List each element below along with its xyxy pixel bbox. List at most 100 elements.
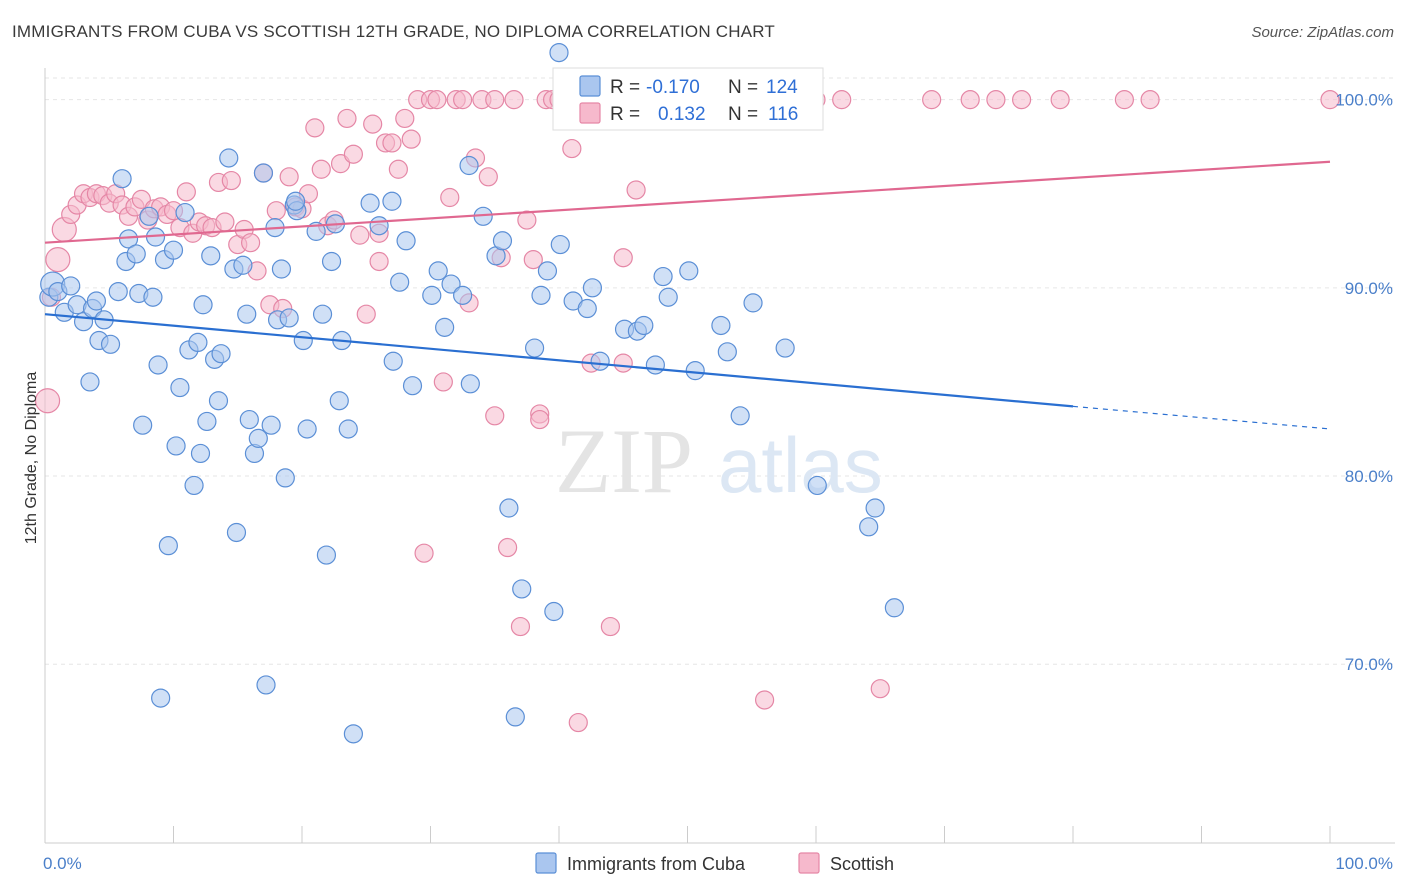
scottish-point-76 bbox=[523, 250, 543, 270]
cuba-point-9 bbox=[86, 291, 107, 311]
scottish-point-88 bbox=[613, 248, 633, 268]
scottish-point-83 bbox=[568, 712, 588, 733]
cuba-point-28 bbox=[166, 436, 186, 456]
scottish-point-54 bbox=[382, 133, 402, 153]
scottish-point-69 bbox=[478, 167, 498, 187]
y-tick-labels: 70.0% 80.0% 90.0% 100.0% bbox=[1335, 91, 1393, 675]
scottish-point-48 bbox=[343, 144, 363, 164]
cuba-point-33 bbox=[188, 332, 208, 353]
x-tick-marks bbox=[44, 826, 1331, 843]
cuba-point-26 bbox=[158, 536, 178, 556]
cuba-point-17 bbox=[126, 244, 146, 264]
cuba-point-41 bbox=[219, 148, 239, 168]
scottish-point-51 bbox=[363, 114, 383, 134]
cuba-point-113 bbox=[549, 42, 569, 63]
cuba-point-85 bbox=[505, 707, 525, 727]
cuba-point-35 bbox=[193, 295, 213, 315]
scottish-point-104 bbox=[922, 90, 942, 110]
cuba-point-103 bbox=[685, 361, 705, 381]
axes bbox=[44, 68, 1395, 844]
cuba-point-84 bbox=[499, 498, 519, 518]
scottish-point-73 bbox=[504, 90, 524, 110]
legend-r-label-scottish: R = bbox=[610, 104, 640, 125]
scottish-point-114 bbox=[613, 353, 633, 373]
trend-line-cuba-extension bbox=[1072, 405, 1331, 430]
cuba-point-101 bbox=[658, 287, 678, 307]
scottish-point-70 bbox=[485, 90, 505, 110]
cuba-point-40 bbox=[211, 344, 231, 364]
cuba-point-108 bbox=[775, 338, 795, 358]
scottish-point-55 bbox=[388, 159, 408, 179]
legend-box: R = -0.170 N = 124 R = 0.132 N = 116 bbox=[552, 67, 824, 131]
chart-title: IMMIGRANTS FROM CUBA VS SCOTTISH 12TH GR… bbox=[12, 22, 776, 41]
scottish-point-32 bbox=[241, 233, 261, 253]
cuba-point-117 bbox=[459, 155, 479, 176]
cuba-point-60 bbox=[297, 419, 317, 439]
bottom-legend-swatch-cuba bbox=[535, 852, 557, 874]
legend-swatch-cuba bbox=[579, 75, 601, 97]
legend-n-label-cuba: N = bbox=[728, 77, 758, 98]
cuba-point-91 bbox=[550, 234, 570, 255]
cuba-point-88 bbox=[531, 285, 551, 305]
cuba-point-45 bbox=[237, 304, 257, 324]
cuba-point-78 bbox=[441, 274, 461, 294]
scottish-point-15 bbox=[131, 189, 151, 209]
scottish-point-110 bbox=[1140, 90, 1160, 110]
legend-swatch-scottish bbox=[579, 102, 601, 124]
legend-r-label-cuba: R = bbox=[610, 77, 640, 98]
cuba-point-74 bbox=[402, 376, 423, 396]
scottish-point-103 bbox=[870, 679, 890, 699]
cuba-point-19 bbox=[133, 415, 153, 435]
scottish-point-89 bbox=[626, 180, 646, 200]
legend-n-value-scottish: 116 bbox=[768, 104, 798, 125]
cuba-point-43 bbox=[226, 522, 247, 543]
cuba-point-27 bbox=[163, 240, 184, 260]
trend-lines bbox=[44, 160, 1331, 430]
scottish-point-87 bbox=[600, 616, 621, 637]
cuba-point-73 bbox=[396, 231, 416, 251]
cuba-point-99 bbox=[645, 355, 665, 375]
cuba-point-79 bbox=[453, 285, 473, 305]
cuba-point-83 bbox=[492, 231, 513, 251]
cuba-point-95 bbox=[590, 351, 610, 371]
scottish-point-59 bbox=[414, 543, 434, 563]
grid-lines bbox=[45, 77, 1395, 665]
cuba-point-112 bbox=[884, 598, 904, 618]
bottom-legend-swatch-scottish bbox=[798, 852, 820, 874]
cuba-point-49 bbox=[253, 163, 274, 183]
watermark-zip: ZIP bbox=[555, 410, 693, 512]
cuba-point-116 bbox=[382, 191, 402, 211]
cuba-point-114 bbox=[285, 191, 306, 211]
cuba-point-55 bbox=[275, 468, 295, 488]
cuba-point-69 bbox=[343, 724, 363, 744]
scottish-point-0 bbox=[34, 388, 61, 414]
cuba-point-63 bbox=[316, 545, 337, 565]
watermark-atlas: atlas bbox=[718, 421, 883, 509]
cuba-point-4 bbox=[61, 276, 81, 296]
cuba-point-62 bbox=[312, 304, 333, 324]
x-tick-label-max: 100.0% bbox=[1335, 854, 1393, 873]
scottish-point-99 bbox=[754, 690, 775, 710]
cuba-point-64 bbox=[321, 251, 342, 272]
scottish-point-75 bbox=[517, 210, 537, 230]
legend-r-value-scottish: 0.132 bbox=[658, 104, 706, 125]
scottish-point-29 bbox=[221, 170, 241, 191]
chart-source: Source: ZipAtlas.com bbox=[1251, 24, 1394, 41]
scottish-point-62 bbox=[433, 372, 453, 392]
scottish-point-65 bbox=[453, 90, 473, 110]
scottish-point-36 bbox=[266, 201, 286, 221]
cuba-point-90 bbox=[544, 601, 564, 622]
scottish-point-61 bbox=[427, 90, 447, 110]
scottish-point-108 bbox=[1050, 90, 1070, 110]
cuba-point-44 bbox=[233, 255, 253, 275]
scottish-point-46 bbox=[330, 154, 351, 174]
cuba-point-30 bbox=[175, 202, 195, 223]
cuba-point-20 bbox=[139, 206, 159, 226]
cuba-point-21 bbox=[143, 287, 163, 307]
scottish-point-115 bbox=[530, 409, 550, 430]
cuba-point-87 bbox=[524, 338, 545, 358]
scottish-point-111 bbox=[1320, 90, 1340, 110]
series-cuba-points bbox=[39, 42, 904, 744]
cuba-point-46 bbox=[239, 409, 259, 430]
